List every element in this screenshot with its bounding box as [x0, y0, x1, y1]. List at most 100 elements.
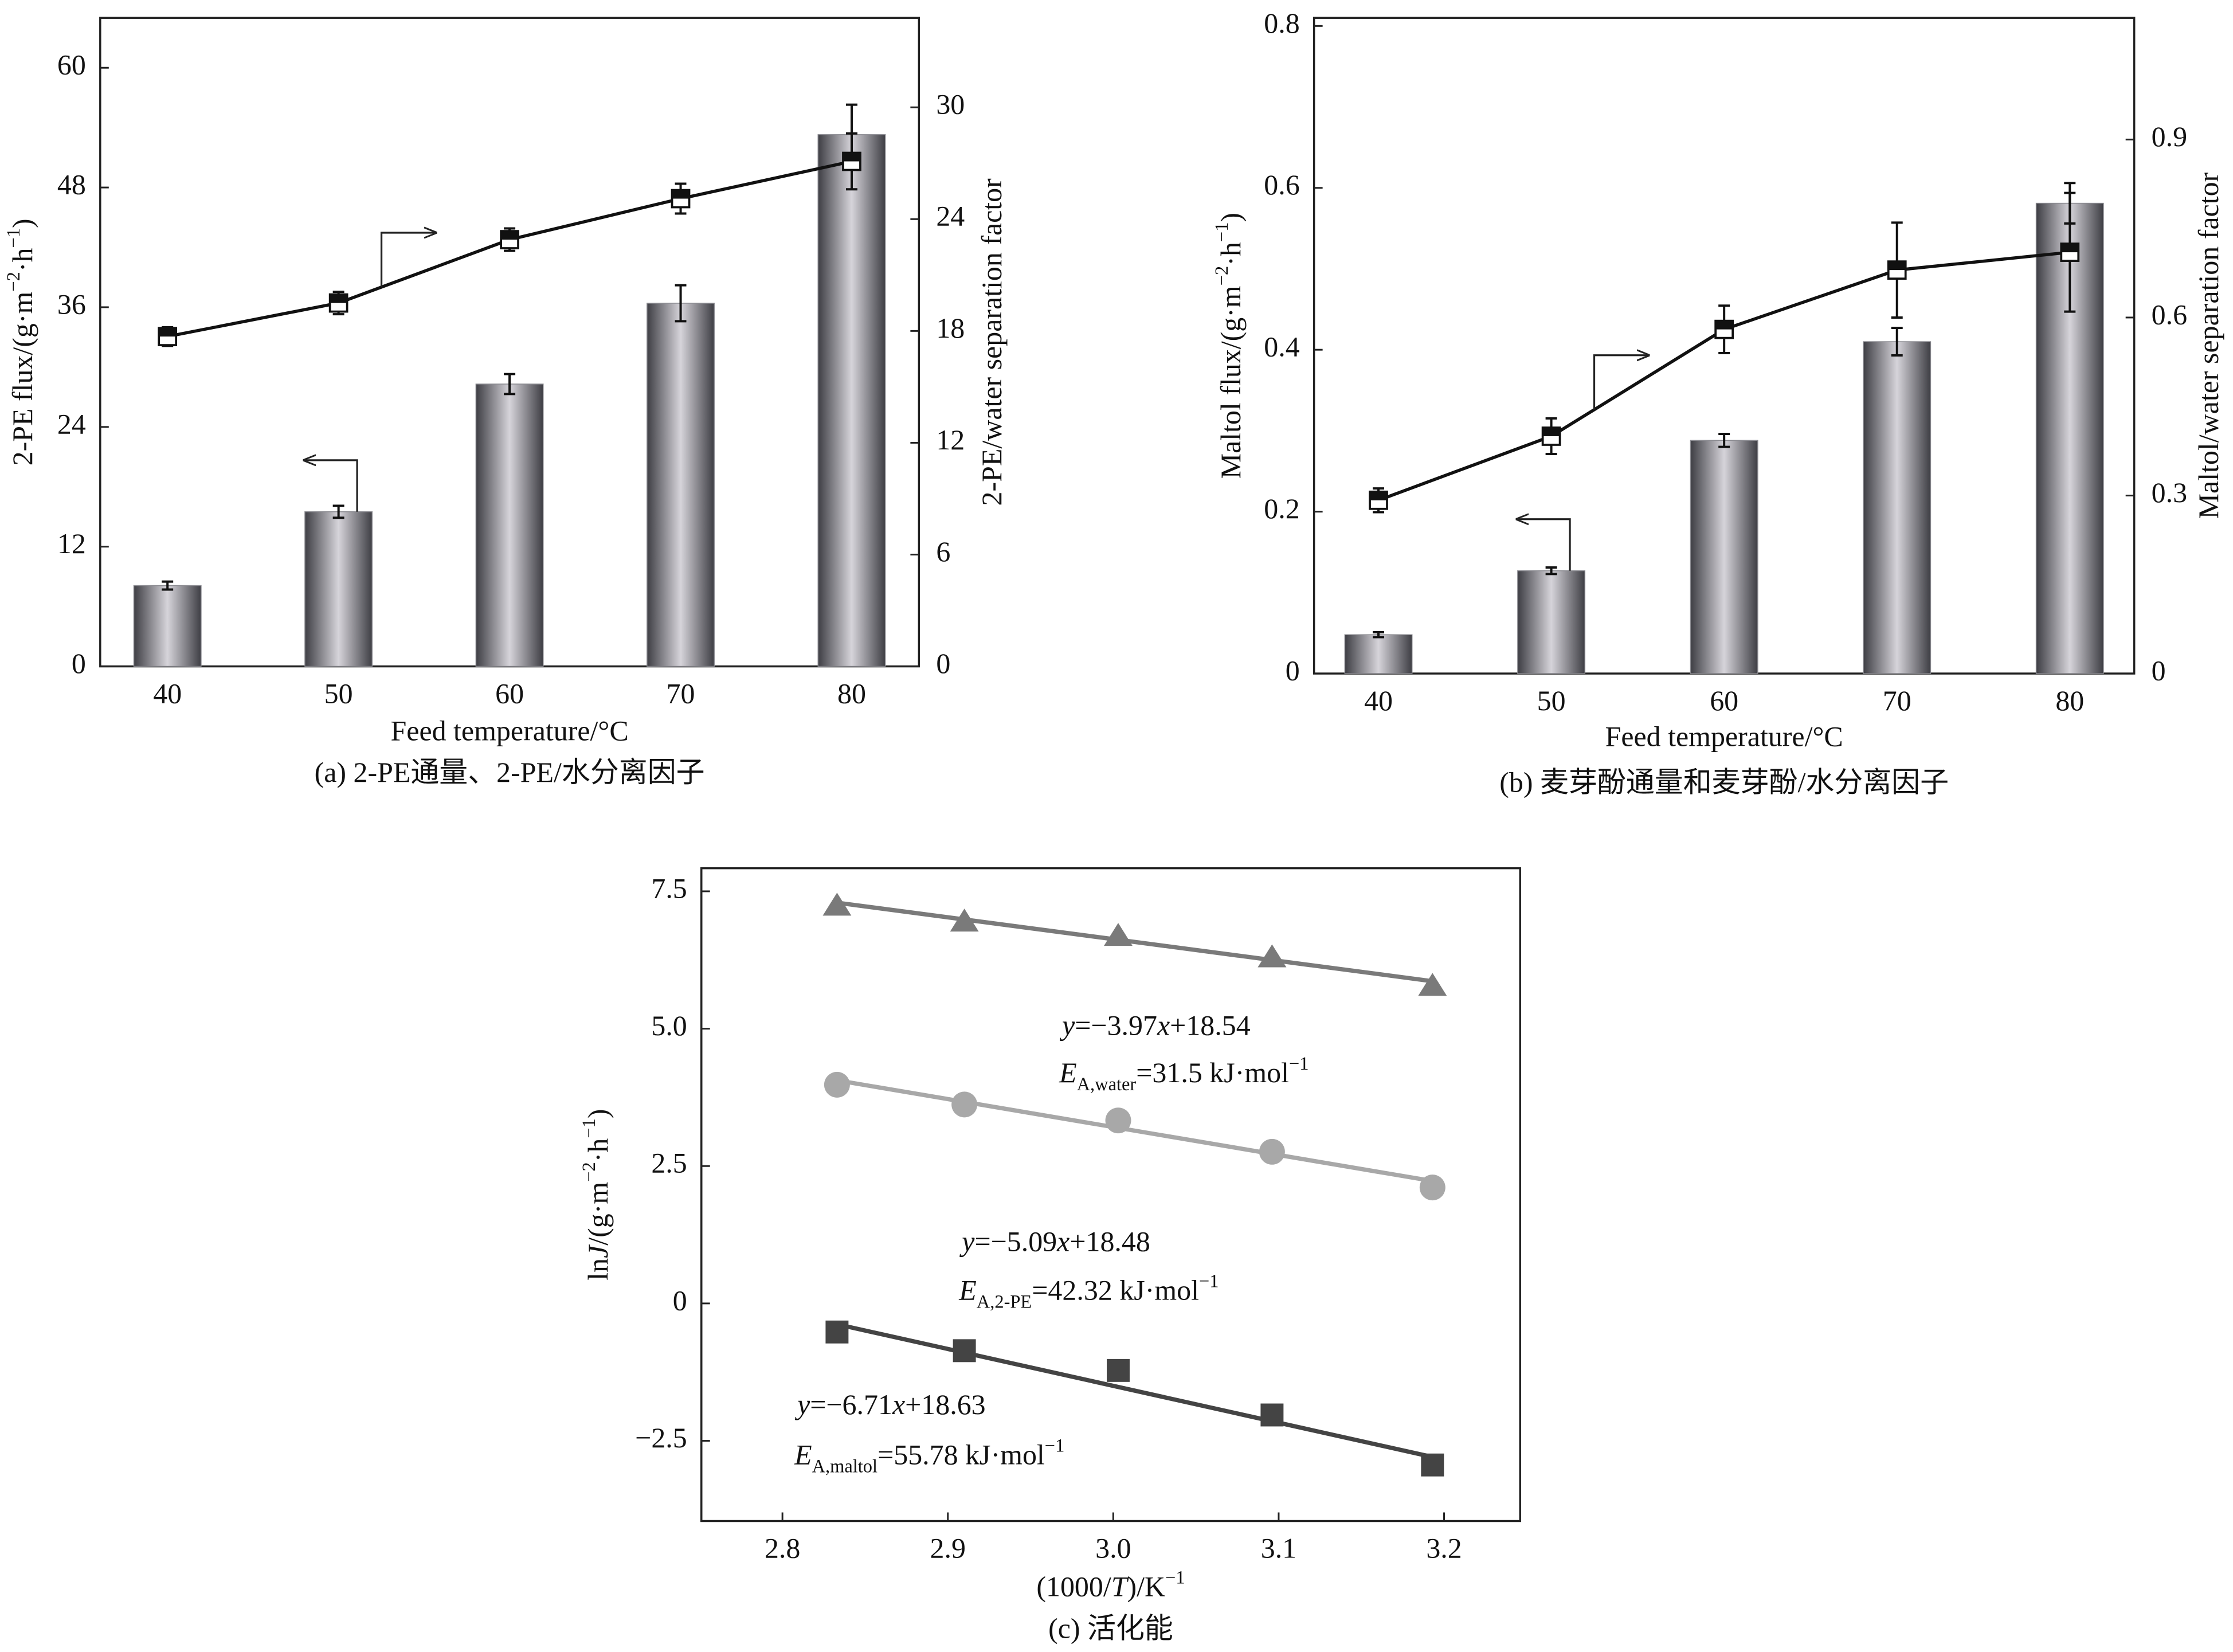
caption: (b) 麦芽酚通量和麦芽酚/水分离因子 — [1499, 766, 1949, 798]
fit-equation-part: +18.54 — [1170, 1009, 1251, 1042]
x-tick-label: 2.8 — [765, 1532, 800, 1564]
marker-fill — [1888, 261, 1906, 271]
triangle-point — [950, 909, 979, 932]
fit-equation: y=−3.97x+18.54 — [1059, 1009, 1251, 1042]
x-tick-label: 50 — [324, 677, 353, 709]
marker-fill — [330, 294, 347, 303]
bar — [1517, 570, 1586, 674]
axis-arrow — [304, 460, 358, 512]
y-tick-label: 0.6 — [1264, 169, 1299, 201]
y-axis-label-part: J — [582, 1244, 614, 1258]
circle-point — [1419, 1175, 1445, 1201]
fit-line — [836, 1322, 1433, 1459]
y2-axis-label: Maltol/water separation factor — [2192, 172, 2224, 519]
plot-frame — [700, 867, 1522, 1522]
y-axis-label-part: −2 — [1212, 266, 1232, 286]
marker-fill — [501, 231, 519, 240]
caption: (c) 活化能 — [1048, 1612, 1173, 1644]
x-tick-label: 40 — [153, 677, 182, 709]
fit-equation-part: +18.63 — [905, 1389, 986, 1421]
x-tick-label: 3.1 — [1261, 1532, 1296, 1564]
triangle-point — [1257, 944, 1287, 968]
marker-fill — [1715, 320, 1733, 330]
circle-point — [951, 1091, 978, 1118]
line-marker — [1714, 319, 1734, 339]
marker-fill — [843, 152, 860, 162]
y-tick-label: 0 — [673, 1284, 687, 1316]
circle-point — [1259, 1138, 1285, 1165]
y-tick-label: 0 — [1286, 654, 1300, 686]
fit-equation-part: y — [1059, 1009, 1075, 1042]
y-tick-label: 5.0 — [651, 1009, 687, 1042]
line-marker — [328, 293, 348, 313]
fit-equation-part: +18.48 — [1070, 1226, 1150, 1258]
marker-fill — [1542, 427, 1560, 436]
x-tick-label: 80 — [2055, 684, 2084, 717]
fit-equation: y=−5.09x+18.48 — [959, 1226, 1150, 1258]
x-axis-label-part: )/K — [1127, 1571, 1166, 1603]
activation-energy: EA,2-PE=42.32 kJ·mol−1 — [958, 1271, 1219, 1313]
y-axis-label-part: −1 — [1212, 222, 1232, 242]
triangle-point — [1104, 923, 1133, 946]
x-axis-label: Feed temperature/°C — [391, 714, 629, 746]
error-bar — [1718, 433, 1730, 448]
x-tick-label: 70 — [667, 677, 695, 709]
y-tick-label: 60 — [57, 49, 86, 81]
activation-energy-part: A,maltol — [812, 1457, 877, 1477]
x-tick-label: 3.0 — [1095, 1532, 1131, 1564]
marker-fill — [159, 328, 177, 337]
activation-energy: EA,maltol=55.78 kJ·mol−1 — [794, 1436, 1064, 1477]
y2-tick-label: 24 — [936, 200, 965, 232]
fit-equation-part: x — [1157, 1009, 1170, 1042]
y-axis-label-part: ·h — [1215, 242, 1247, 266]
line-marker — [1887, 260, 1907, 280]
fit-equation-part: =−5.09 — [974, 1226, 1057, 1258]
fit-line — [836, 901, 1433, 984]
bar — [304, 511, 373, 667]
error-bar — [1373, 631, 1385, 639]
y2-tick-label: 30 — [936, 88, 965, 120]
x-axis-label: Feed temperature/°C — [1605, 720, 1843, 752]
y-axis-label-part: ) — [582, 1109, 614, 1118]
x-tick-label: 80 — [837, 677, 866, 709]
y-tick-label: 0 — [72, 647, 86, 679]
x-tick-label: 2.9 — [930, 1532, 966, 1564]
y-axis-label-part: −1 — [3, 228, 24, 248]
x-axis-label-part: −1 — [1165, 1568, 1185, 1588]
line-marker — [158, 327, 178, 346]
activation-energy-part: −1 — [1199, 1271, 1219, 1292]
y-tick-label: 12 — [57, 527, 86, 559]
y-tick-label: 36 — [57, 288, 86, 320]
fit-equation: y=−6.71x+18.63 — [794, 1389, 986, 1421]
marker-fill — [672, 190, 690, 199]
activation-energy-part: A,water — [1077, 1074, 1137, 1095]
y-axis-label-part: ) — [1215, 213, 1247, 222]
x-axis-label: (1000/T)/K−1 — [1036, 1568, 1185, 1603]
y2-tick-label: 0.3 — [2152, 476, 2187, 508]
x-axis-label-part: (1000/ — [1036, 1571, 1111, 1603]
x-tick-label: 3.2 — [1426, 1532, 1462, 1564]
fit-line — [836, 1078, 1433, 1184]
y2-tick-label: 0 — [936, 647, 950, 679]
fit-equation-part: =−6.71 — [810, 1389, 892, 1421]
y-axis-label-part: /(g·m — [582, 1182, 614, 1246]
square-point — [1107, 1359, 1130, 1382]
caption: (a) 2-PE通量、2-PE/水分离因子 — [315, 756, 705, 788]
x-tick-label: 50 — [1537, 684, 1566, 717]
line-marker — [1541, 426, 1561, 446]
error-bar — [162, 580, 174, 591]
x-tick-label: 70 — [1883, 684, 1911, 717]
bar — [133, 585, 202, 667]
activation-energy-part: =31.5 kJ·mol — [1136, 1056, 1289, 1089]
y2-tick-label: 12 — [936, 424, 965, 456]
bar — [1344, 634, 1413, 674]
square-point — [825, 1320, 849, 1344]
activation-energy-part: =55.78 kJ·mol — [877, 1439, 1045, 1471]
y2-tick-label: 18 — [936, 312, 965, 344]
error-bar — [675, 284, 687, 323]
y-axis-label-part: −2 — [3, 272, 24, 292]
y2-axis-label: 2-PE/water separation factor — [976, 178, 1008, 506]
activation-energy-part: E — [1059, 1056, 1077, 1089]
fit-equation-part: y — [794, 1389, 810, 1421]
